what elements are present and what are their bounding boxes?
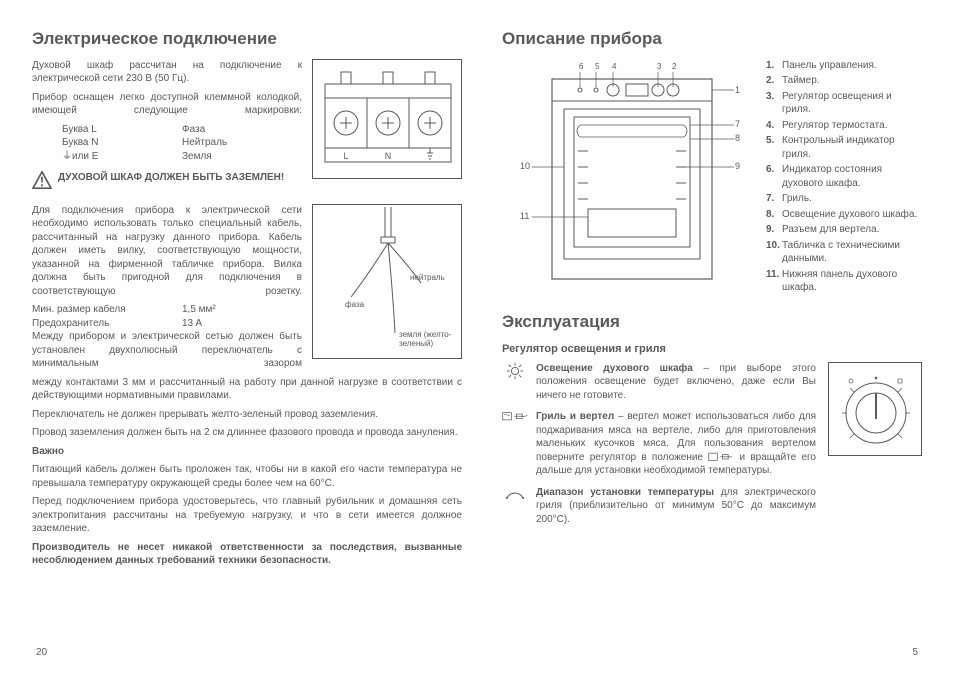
- para-liability: Производитель не несет никакой ответстве…: [32, 541, 462, 568]
- cable-wires-figure: фаза нейтраль земля (желто-зеленый): [312, 204, 462, 359]
- control-dial-figure: [828, 362, 922, 456]
- grill-mode: Гриль и вертел – вертел может использова…: [502, 410, 816, 478]
- para-earth-length: Провод заземления должен быть на 2 см дл…: [32, 426, 462, 440]
- svg-text:фаза: фаза: [345, 300, 365, 309]
- legend-item: 6.Индикатор состояния духового шкафа.: [766, 163, 922, 190]
- warning-triangle-icon: [32, 171, 52, 194]
- temp-range: Диапазон установки температуры для элект…: [502, 486, 816, 527]
- light-text: Освещение духового шкафа – при выборе эт…: [536, 362, 816, 403]
- para-voltage: Духовой шкаф рассчитан на подключение к …: [32, 59, 302, 86]
- page-number-right: 5: [912, 646, 918, 660]
- para-switch: Между прибором и электрической сетью дол…: [32, 330, 302, 371]
- svg-text:10: 10: [520, 161, 530, 171]
- legend-item: 7.Гриль.: [766, 192, 922, 206]
- legend-item: 3.Регулятор освещения и гриля.: [766, 90, 922, 117]
- svg-text:2: 2: [672, 62, 677, 71]
- svg-text:8: 8: [735, 133, 740, 143]
- svg-text:7: 7: [735, 119, 740, 129]
- para-cable: Для подключения прибора к электрической …: [32, 204, 302, 299]
- light-icon: [502, 362, 528, 403]
- svg-text:6: 6: [579, 62, 584, 71]
- legend-item: 9.Разъем для вертела.: [766, 223, 922, 237]
- svg-text:1: 1: [735, 85, 740, 95]
- para-switch-cont: между контактами 3 мм и рассчитанный на …: [32, 376, 462, 403]
- manual-two-page-spread: Электрическое подключение Духовой шкаф р…: [0, 0, 954, 593]
- legend-item: 4.Регулятор термостата.: [766, 119, 922, 133]
- svg-text:нейтраль: нейтраль: [410, 273, 445, 282]
- legend-item: 1.Панель управления.: [766, 59, 922, 73]
- terminal-markings: Буква LФаза Буква NНейтраль ⏚или EЗемля: [62, 123, 302, 164]
- left-heading: Электрическое подключение: [32, 28, 462, 51]
- para-terminal: Прибор оснащен легко доступной клеммной …: [32, 91, 302, 118]
- temp-text: Диапазон установки температуры для элект…: [536, 486, 816, 527]
- intro-with-terminal-figure: Духовой шкаф рассчитан на подключение к …: [32, 59, 462, 200]
- marking-row: Буква LФаза: [62, 123, 302, 137]
- right-page: Описание прибора 6 5 4 3 2: [502, 28, 922, 573]
- oven-description: 6 5 4 3 2: [502, 59, 922, 297]
- marking-row: ⏚или EЗемля: [62, 150, 302, 164]
- marking-row: Буква NНейтраль: [62, 136, 302, 150]
- svg-text:5: 5: [595, 62, 600, 71]
- temp-arc-icon: [502, 486, 528, 527]
- warning: ДУХОВОЙ ШКАФ ДОЛЖЕН БЫТЬ ЗАЗЕМЛЕН!: [32, 171, 302, 194]
- control-subheading: Регулятор освещения и гриля: [502, 342, 922, 357]
- legend-item: 11.Нижняя панель духового шкафа.: [766, 268, 922, 295]
- legend-item: 5.Контрольный индикатор гриля.: [766, 134, 922, 161]
- para-verify: Перед подключением прибора удостоверьтес…: [32, 495, 462, 536]
- warning-text: ДУХОВОЙ ШКАФ ДОЛЖЕН БЫТЬ ЗАЗЕМЛЕН!: [58, 171, 284, 185]
- svg-text:L: L: [343, 151, 348, 161]
- grill-spit-icon: [502, 410, 528, 478]
- light-mode: Освещение духового шкафа – при выборе эт…: [502, 362, 816, 403]
- svg-text:земля (желто-зеленый): земля (желто-зеленый): [399, 330, 452, 348]
- svg-text:11: 11: [520, 211, 529, 221]
- left-page: Электрическое подключение Духовой шкаф р…: [32, 28, 462, 573]
- cable-text: Для подключения прибора к электрической …: [32, 204, 302, 376]
- legend-item: 2.Таймер.: [766, 74, 922, 88]
- terminal-block-figure: L N: [312, 59, 462, 179]
- page-number-left: 20: [36, 646, 47, 660]
- oven-diagram-area: 6 5 4 3 2: [502, 59, 752, 294]
- para-earth-wire: Переключатель не должен прерывать желто-…: [32, 408, 462, 422]
- cable-with-wires-figure: Для подключения прибора к электрической …: [32, 204, 462, 376]
- operation-heading: Эксплуатация: [502, 311, 922, 334]
- important-label: Важно: [32, 445, 462, 459]
- legend-item: 10.Табличка с техническими данными.: [766, 239, 922, 266]
- svg-text:3: 3: [657, 62, 662, 71]
- para-temp: Питающий кабель должен быть проложен так…: [32, 463, 462, 490]
- spec-fuse: Предохранитель13 A: [32, 317, 302, 331]
- svg-text:N: N: [385, 151, 392, 161]
- svg-text:4: 4: [612, 62, 617, 71]
- oven-front-diagram: 6 5 4 3 2: [502, 59, 752, 289]
- spec-cable: Мин. размер кабеля1,5 мм²: [32, 303, 302, 317]
- right-heading: Описание прибора: [502, 28, 922, 51]
- legend-item: 8.Освещение духового шкафа.: [766, 208, 922, 222]
- svg-text:9: 9: [735, 161, 740, 171]
- grill-text: Гриль и вертел – вертел может использова…: [536, 410, 816, 478]
- legend-list: 1.Панель управления. 2.Таймер. 3.Регулят…: [766, 59, 922, 297]
- intro-text: Духовой шкаф рассчитан на подключение к …: [32, 59, 302, 200]
